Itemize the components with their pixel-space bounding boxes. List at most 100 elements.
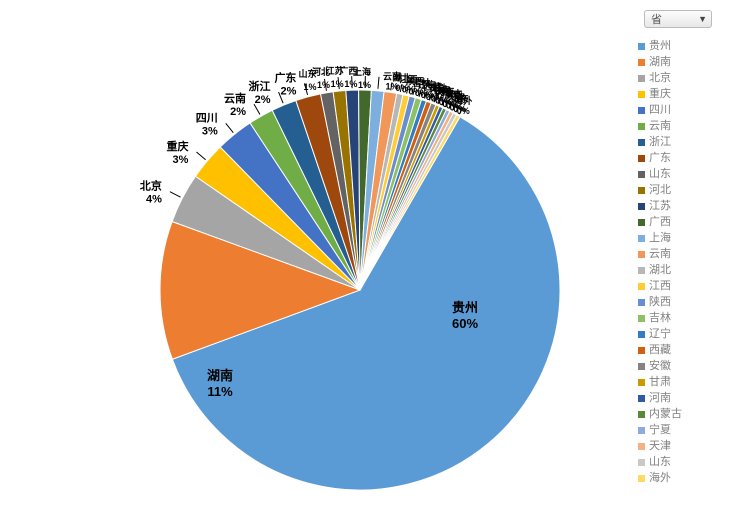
- legend-item[interactable]: 重庆: [638, 86, 718, 102]
- slice-label: 浙江: [249, 79, 271, 93]
- legend-label: 宁夏: [649, 422, 671, 438]
- legend-label: 贵州: [649, 38, 671, 54]
- legend-swatch: [638, 91, 645, 98]
- legend-item[interactable]: 贵州: [638, 38, 718, 54]
- legend-swatch: [638, 187, 645, 194]
- slice-pct: 2%: [255, 94, 271, 106]
- legend-label: 辽宁: [649, 326, 671, 342]
- legend-item[interactable]: 浙江: [638, 134, 718, 150]
- legend-label: 西藏: [649, 342, 671, 358]
- legend-item[interactable]: 山东: [638, 166, 718, 182]
- legend-label: 山东: [649, 454, 671, 470]
- legend-swatch: [638, 235, 645, 242]
- pie-chart: 贵州60%湖南11%北京4%重庆3%四川3%云南2%浙江2%广东2%山东1%河北…: [0, 0, 730, 505]
- legend-item[interactable]: 吉林: [638, 310, 718, 326]
- legend-label: 广东: [649, 150, 671, 166]
- legend-swatch: [638, 123, 645, 130]
- legend-swatch: [638, 443, 645, 450]
- legend-item[interactable]: 河北: [638, 182, 718, 198]
- legend-label: 海外: [649, 470, 671, 486]
- slice-pct: 1%: [358, 80, 371, 90]
- legend-item[interactable]: 湖北: [638, 262, 718, 278]
- legend-label: 云南: [649, 246, 671, 262]
- slice-pct: 11%: [207, 384, 233, 399]
- chevron-down-icon: ▼: [698, 14, 707, 24]
- legend-item[interactable]: 甘肃: [638, 374, 718, 390]
- legend-item[interactable]: 海外: [638, 470, 718, 486]
- filter-dropdown[interactable]: 省 ▼: [644, 10, 712, 28]
- slice-pct: 1%: [303, 82, 316, 92]
- legend-swatch: [638, 475, 645, 482]
- legend-label: 江苏: [649, 198, 671, 214]
- legend-item[interactable]: 广西: [638, 214, 718, 230]
- legend-item[interactable]: 江苏: [638, 198, 718, 214]
- legend-item[interactable]: 四川: [638, 102, 718, 118]
- legend-item[interactable]: 山东: [638, 454, 718, 470]
- slice-pct: 3%: [202, 125, 218, 137]
- legend-label: 浙江: [649, 134, 671, 150]
- leader-line: [378, 77, 379, 89]
- legend-item[interactable]: 广东: [638, 150, 718, 166]
- legend-swatch: [638, 299, 645, 306]
- legend-swatch: [638, 363, 645, 370]
- legend-swatch: [638, 267, 645, 274]
- slice-pct: 4%: [146, 194, 162, 206]
- legend-label: 上海: [649, 230, 671, 246]
- legend-label: 北京: [649, 70, 671, 86]
- legend-item[interactable]: 西藏: [638, 342, 718, 358]
- legend-item[interactable]: 云南: [638, 246, 718, 262]
- legend-item[interactable]: 北京: [638, 70, 718, 86]
- legend-item[interactable]: 云南: [638, 118, 718, 134]
- legend-item[interactable]: 宁夏: [638, 422, 718, 438]
- legend-item[interactable]: 天津: [638, 438, 718, 454]
- legend-label: 云南: [649, 118, 671, 134]
- slice-label: 云南: [224, 91, 246, 105]
- legend-item[interactable]: 辽宁: [638, 326, 718, 342]
- legend-label: 河北: [649, 182, 671, 198]
- leader-line: [196, 152, 205, 160]
- legend-swatch: [638, 171, 645, 178]
- legend-label: 陕西: [649, 294, 671, 310]
- legend-item[interactable]: 江西: [638, 278, 718, 294]
- legend-swatch: [638, 427, 645, 434]
- legend-label: 江西: [649, 278, 671, 294]
- legend-label: 安徽: [649, 358, 671, 374]
- legend-item[interactable]: 湖南: [638, 54, 718, 70]
- legend-swatch: [638, 395, 645, 402]
- legend-swatch: [638, 315, 645, 322]
- legend-label: 湖南: [649, 54, 671, 70]
- legend-swatch: [638, 331, 645, 338]
- legend-swatch: [638, 379, 645, 386]
- leader-line: [170, 192, 181, 198]
- legend-item[interactable]: 上海: [638, 230, 718, 246]
- legend-label: 重庆: [649, 86, 671, 102]
- slice-pct: 60%: [452, 316, 478, 331]
- slice-label: 四川: [196, 111, 218, 124]
- slice-label: 重庆: [166, 139, 188, 153]
- legend-item[interactable]: 安徽: [638, 358, 718, 374]
- legend-label: 广西: [649, 214, 671, 230]
- legend-swatch: [638, 107, 645, 114]
- legend-label: 山东: [649, 166, 671, 182]
- legend-swatch: [638, 203, 645, 210]
- legend: 贵州湖南北京重庆四川云南浙江广东山东河北江苏广西上海云南湖北江西陕西吉林辽宁西藏…: [638, 38, 718, 486]
- legend-swatch: [638, 43, 645, 50]
- slice-label: 海外: [454, 95, 472, 106]
- slice-label: 上海: [353, 66, 371, 77]
- legend-item[interactable]: 陕西: [638, 294, 718, 310]
- slice-pct: 1%: [344, 79, 357, 89]
- slice-pct: 2%: [281, 85, 297, 97]
- legend-swatch: [638, 411, 645, 418]
- legend-item[interactable]: 河南: [638, 390, 718, 406]
- legend-swatch: [638, 155, 645, 162]
- legend-swatch: [638, 251, 645, 258]
- legend-label: 内蒙古: [649, 406, 682, 422]
- legend-swatch: [638, 59, 645, 66]
- filter-label: 省: [651, 11, 662, 27]
- chart-container: 贵州60%湖南11%北京4%重庆3%四川3%云南2%浙江2%广东2%山东1%河北…: [0, 0, 730, 505]
- slice-label: 北京: [140, 179, 162, 193]
- slice-pct: 3%: [173, 154, 189, 166]
- legend-item[interactable]: 内蒙古: [638, 406, 718, 422]
- legend-swatch: [638, 283, 645, 290]
- slice-pct: 0%: [457, 106, 470, 116]
